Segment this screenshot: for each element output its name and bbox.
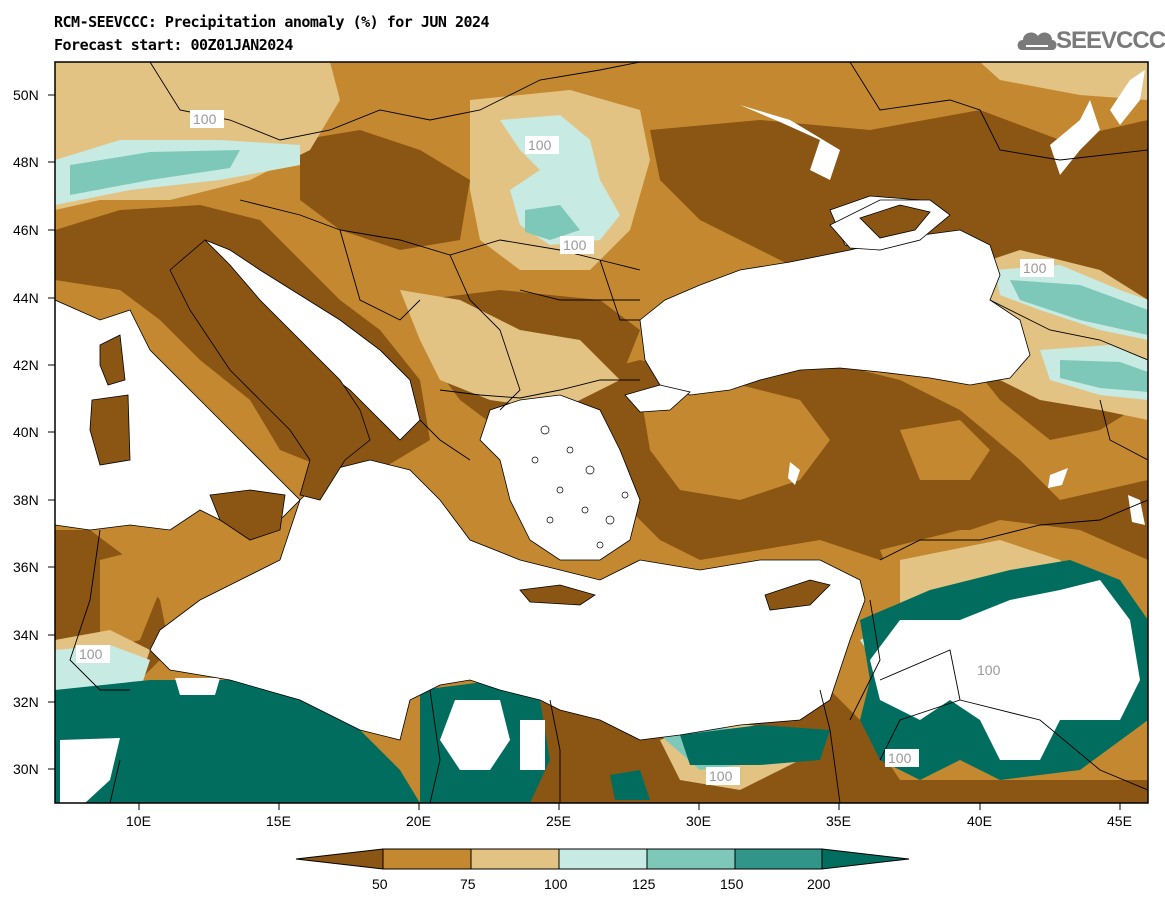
lat-labels: 50N 48N 46N 44N 42N 40N 38N 36N 34N 32N … xyxy=(13,87,39,777)
aegean-islands xyxy=(531,425,629,549)
lon-label: 20E xyxy=(406,813,431,829)
colorbar-segment xyxy=(382,848,472,870)
lon-labels: 10E 15E 20E 25E 30E 35E 40E 45E xyxy=(126,813,1132,829)
colorbar-tick-label: 125 xyxy=(632,876,656,892)
lon-label: 15E xyxy=(266,813,291,829)
lat-label: 36N xyxy=(13,559,39,575)
lat-label: 38N xyxy=(13,492,39,508)
lat-label: 30N xyxy=(13,761,39,777)
colorbar xyxy=(295,848,910,870)
lon-label: 45E xyxy=(1107,813,1132,829)
italy xyxy=(169,239,371,501)
lon-axis xyxy=(138,803,1121,810)
corsica xyxy=(99,334,126,386)
cloud-icon xyxy=(1017,32,1057,50)
colorbar-tick-label: 100 xyxy=(544,876,568,892)
contour-label: 100 xyxy=(709,768,733,784)
lat-label: 46N xyxy=(13,222,39,238)
lat-label: 40N xyxy=(13,424,39,440)
lat-label: 50N xyxy=(13,87,39,103)
lon-label: 10E xyxy=(126,813,151,829)
colorbar-tick-label: 200 xyxy=(807,876,831,892)
contour-label: 100 xyxy=(193,111,217,127)
colorbar-segment xyxy=(558,848,648,870)
lat-axis xyxy=(48,94,55,770)
colorbar-tick-label: 150 xyxy=(720,876,744,892)
lat-label: 32N xyxy=(13,694,39,710)
map-title: RCM-SEEVCCC: Precipitation anomaly (%) f… xyxy=(54,13,490,31)
contour-label: 100 xyxy=(1023,260,1047,276)
colorbar-segment xyxy=(470,848,560,870)
lon-label: 35E xyxy=(826,813,851,829)
colorbar-segment xyxy=(646,848,736,870)
islands xyxy=(89,334,831,611)
colorbar-segment xyxy=(821,848,910,870)
contour-label: 100 xyxy=(79,646,103,662)
lat-label: 42N xyxy=(13,357,39,373)
lat-label: 34N xyxy=(13,627,39,643)
logo-text: SEEVCCC xyxy=(1056,27,1165,54)
lon-label: 40E xyxy=(967,813,992,829)
crete xyxy=(519,584,596,606)
cyprus xyxy=(764,579,831,611)
sardinia xyxy=(89,394,131,466)
lat-label: 48N xyxy=(13,154,39,170)
sicily xyxy=(209,489,286,541)
colorbar-tick-label: 75 xyxy=(460,876,476,892)
contour-label: 100 xyxy=(563,237,587,253)
colorbar-tick-label: 50 xyxy=(372,876,388,892)
map-fields xyxy=(55,62,1148,803)
colorbar-segment xyxy=(734,848,823,870)
crimea xyxy=(859,204,931,239)
forecast-start-label: Forecast start: 00Z01JAN2024 xyxy=(54,36,293,54)
contour-label: 100 xyxy=(977,662,1001,678)
lon-label: 25E xyxy=(546,813,571,829)
contour-label: 100 xyxy=(888,750,912,766)
colorbar-ticks: 50 75 100 125 150 200 xyxy=(372,876,831,892)
contour-label: 100 xyxy=(528,137,552,153)
lat-label: 44N xyxy=(13,290,39,306)
borders xyxy=(69,62,1148,803)
lon-label: 30E xyxy=(686,813,711,829)
contour-labels: 100 100 100 100 100 100 100 100 xyxy=(76,110,1054,785)
colorbar-segment xyxy=(295,848,384,870)
